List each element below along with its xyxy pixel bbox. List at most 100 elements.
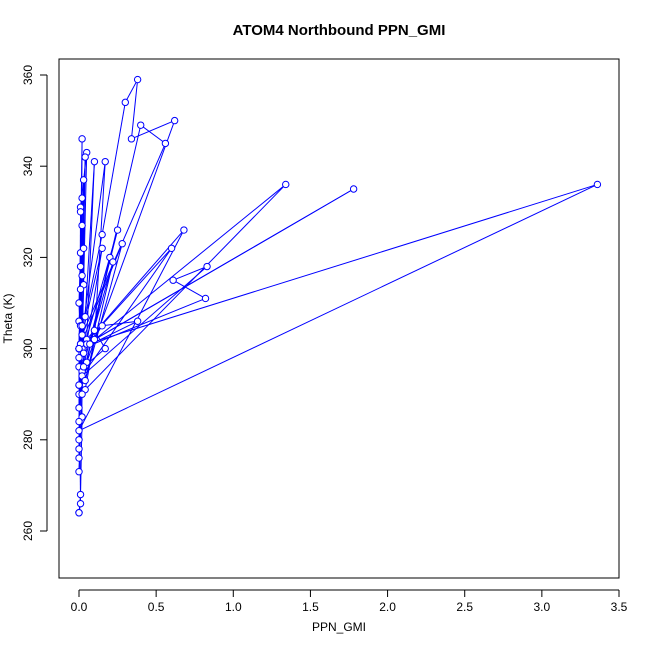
chart-title: ATOM4 Northbound PPN_GMI: [233, 22, 446, 39]
plot-frame: [58, 58, 620, 579]
data-point: [169, 276, 177, 284]
x-axis: 0.0 0.5 1.0 1.5 2.0 2.5 3.0 3.5: [71, 589, 628, 614]
data-point: [79, 176, 88, 184]
series-line-segment: [78, 183, 598, 432]
x-axis-label: PPN_GMI: [312, 620, 366, 634]
data-point: [75, 468, 83, 476]
series-line-segment: [86, 188, 354, 345]
series-line-segment: [130, 79, 139, 139]
series-line-segment: [102, 320, 138, 327]
x-tick-label: 0.0: [71, 600, 88, 614]
x-tick-label: 1.5: [302, 600, 319, 614]
data-point: [86, 340, 94, 348]
x-tick-label: 1.0: [225, 600, 242, 614]
data-point: [78, 322, 86, 330]
data-point: [78, 135, 86, 143]
data-point: [161, 139, 170, 148]
data-point: [121, 98, 129, 107]
data-point: [76, 490, 85, 499]
data-point: [79, 363, 88, 371]
data-point: [81, 153, 89, 161]
x-tick-label: 3.0: [534, 600, 551, 614]
data-point: [201, 294, 210, 303]
series-line-segment: [83, 184, 287, 349]
data-point: [349, 185, 358, 193]
series-line-segment: [84, 161, 95, 317]
data-point: [75, 454, 83, 462]
data-point: [90, 157, 99, 166]
series-line-segment: [81, 229, 119, 372]
series-line-segment: [140, 124, 166, 144]
data-point: [203, 262, 211, 271]
data-point: [133, 75, 142, 84]
series-line-segment: [81, 247, 172, 377]
data-point: [78, 194, 86, 202]
y-tick-label: 300: [21, 338, 35, 358]
y-tick-label: 260: [21, 521, 35, 541]
data-point: [81, 376, 89, 385]
data-point: [167, 244, 176, 252]
series-line-segment: [81, 297, 206, 350]
series-line-segment: [84, 243, 123, 381]
data-point: [137, 121, 145, 129]
data-point: [75, 299, 83, 307]
x-tick-label: 0.5: [148, 600, 165, 614]
y-tick-label: 360: [21, 65, 35, 85]
series-line-segment: [81, 161, 106, 335]
data-point: [75, 509, 83, 517]
data-point: [78, 271, 86, 280]
data-point: [76, 262, 85, 271]
data-point: [98, 244, 106, 252]
data-point: [109, 258, 117, 266]
series-line-segment: [81, 143, 166, 336]
data-point: [113, 226, 122, 234]
data-point: [75, 436, 83, 444]
series-line-segment: [101, 102, 126, 235]
data-point: [90, 326, 99, 335]
series-points: [75, 75, 602, 517]
data-point: [90, 335, 99, 344]
data-point: [76, 285, 85, 294]
y-tick-label: 320: [21, 247, 35, 267]
series-line-segment: [86, 183, 598, 345]
x-tick-label: 3.5: [611, 600, 628, 614]
data-point: [75, 344, 83, 353]
data-point: [76, 499, 85, 508]
series-line-segment: [172, 266, 208, 281]
data-point: [180, 226, 188, 234]
data-point: [98, 322, 106, 330]
data-point: [118, 240, 126, 248]
data-point: [282, 180, 290, 189]
y-axis-label: Theta (K): [1, 293, 15, 343]
data-point: [593, 180, 602, 189]
data-point: [75, 404, 83, 412]
data-point: [78, 331, 86, 339]
data-point: [75, 445, 83, 453]
series-group: [75, 75, 602, 517]
data-point: [81, 312, 89, 321]
data-point: [79, 244, 88, 252]
data-point: [127, 135, 136, 143]
data-point: [75, 417, 83, 426]
data-point: [133, 317, 142, 325]
data-point: [101, 157, 109, 166]
y-tick-label: 340: [21, 156, 35, 176]
data-point: [78, 390, 86, 398]
y-tick-label: 280: [21, 429, 35, 449]
data-point: [101, 344, 109, 353]
data-point: [75, 381, 83, 389]
series-line-segment: [81, 266, 208, 377]
data-point: [75, 354, 83, 362]
data-point: [170, 116, 179, 125]
x-tick-label: 2.5: [456, 600, 473, 614]
data-point: [79, 349, 88, 357]
series-line-segment: [78, 229, 185, 431]
x-tick-label: 2.0: [379, 600, 396, 614]
data-point: [76, 208, 85, 216]
data-point: [98, 230, 106, 239]
data-point: [78, 221, 86, 230]
series-line-segment: [172, 279, 206, 299]
